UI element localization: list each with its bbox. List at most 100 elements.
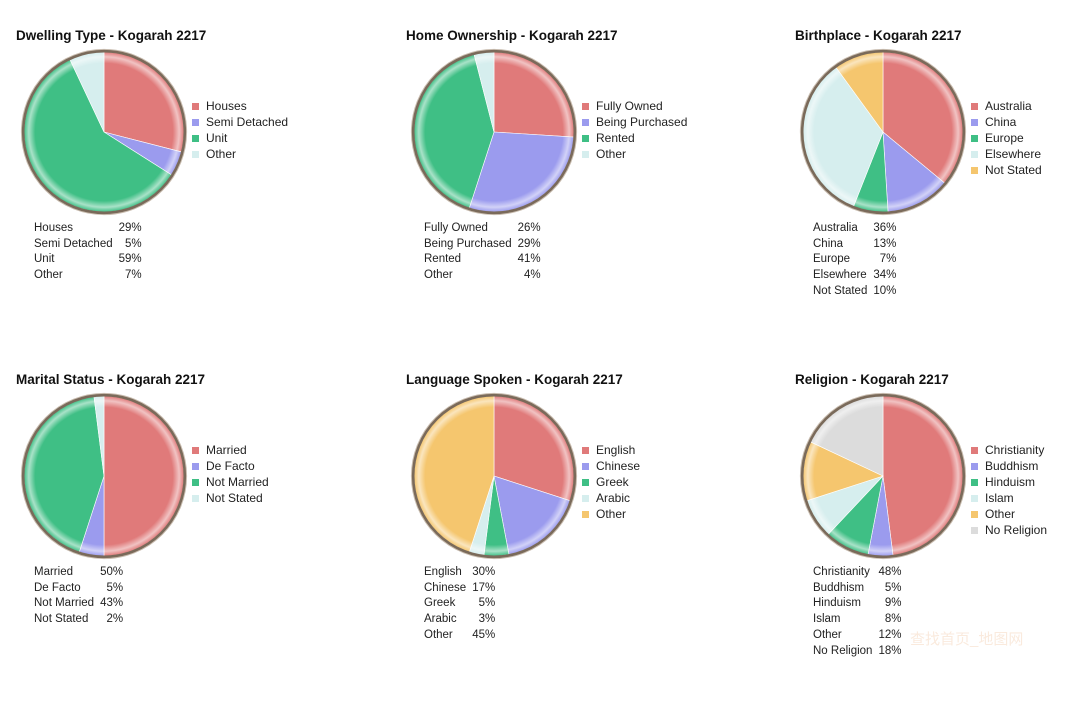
legend-label: Elsewhere bbox=[985, 147, 1042, 161]
legend-label: Rented bbox=[596, 131, 635, 145]
category-label: Buddhism bbox=[813, 581, 865, 594]
category-label: Arabic bbox=[424, 613, 457, 626]
category-label: Married bbox=[34, 566, 73, 578]
table-row: Greek 5% bbox=[424, 596, 495, 612]
value-label: 2% bbox=[106, 613, 124, 626]
chart-title: Dwelling Type - Kogarah 2217 bbox=[16, 28, 207, 43]
value-label: 12% bbox=[878, 628, 902, 641]
legend-item: Europe bbox=[971, 130, 1042, 146]
table-row: Fully Owned 26% bbox=[424, 221, 541, 237]
value-label: 29% bbox=[118, 222, 142, 234]
legend-swatch bbox=[582, 134, 589, 142]
legend-item: Being Purchased bbox=[582, 114, 687, 130]
legend-item: Other bbox=[971, 506, 1047, 522]
value-label: 10% bbox=[873, 284, 897, 297]
legend-label: Chinese bbox=[596, 459, 641, 473]
legend-label: Buddhism bbox=[985, 459, 1039, 473]
value-label: 59% bbox=[118, 253, 142, 266]
legend-item: Fully Owned bbox=[582, 98, 687, 114]
table-row: Arabic 3% bbox=[424, 612, 495, 628]
category-label: English bbox=[424, 566, 462, 578]
value-label: 45% bbox=[472, 628, 496, 641]
pie-chart bbox=[20, 392, 188, 560]
value-label: 3% bbox=[478, 613, 496, 626]
legend-label: Other bbox=[596, 507, 627, 521]
legend-label: Being Purchased bbox=[596, 115, 688, 129]
legend-label: No Religion bbox=[985, 523, 1048, 537]
legend-item: Buddhism bbox=[971, 458, 1047, 474]
table-row: Not Married 43% bbox=[34, 596, 123, 612]
pie-outline-outer bbox=[20, 392, 188, 560]
legend-item: Greek bbox=[582, 474, 640, 490]
category-label: China bbox=[813, 237, 844, 250]
legend-label: Not Married bbox=[206, 475, 269, 489]
category-label: Being Purchased bbox=[424, 237, 512, 250]
legend-swatch bbox=[582, 150, 589, 158]
value-label: 5% bbox=[125, 237, 142, 250]
legend-label: Greek bbox=[596, 475, 629, 489]
pie-rim-highlight bbox=[24, 396, 184, 556]
legend-swatch bbox=[192, 462, 199, 470]
legend-swatch bbox=[971, 134, 978, 142]
category-label: Houses bbox=[34, 222, 73, 234]
value-label: 18% bbox=[878, 644, 902, 657]
pie-outline bbox=[411, 49, 577, 215]
legend-item: Unit bbox=[192, 130, 288, 146]
category-label: Rented bbox=[424, 253, 462, 266]
category-label: No Religion bbox=[813, 644, 873, 657]
value-label: 43% bbox=[100, 597, 124, 610]
table-row: Islam 8% bbox=[813, 612, 901, 628]
category-label: Elsewhere bbox=[813, 269, 867, 282]
legend-swatch bbox=[971, 462, 978, 470]
value-label: 5% bbox=[106, 581, 124, 594]
legend-item: Married bbox=[192, 442, 269, 458]
category-label: Hinduism bbox=[813, 597, 861, 610]
category-label: De Facto bbox=[34, 581, 81, 594]
pie-outline-outer bbox=[799, 48, 967, 216]
category-label: Other bbox=[813, 628, 842, 641]
legend-label: Arabic bbox=[596, 491, 631, 505]
legend-swatch bbox=[192, 494, 199, 502]
legend-swatch bbox=[971, 150, 978, 158]
legend-label: Fully Owned bbox=[596, 99, 663, 113]
category-label: Not Stated bbox=[34, 613, 89, 626]
category-label: Australia bbox=[813, 222, 858, 234]
legend: Australia China Europe Elsewhere Not Stated bbox=[971, 98, 1042, 178]
legend-label: Not Stated bbox=[985, 163, 1042, 177]
legend-label: Houses bbox=[206, 99, 247, 113]
legend-item: Not Stated bbox=[192, 490, 269, 506]
chart-panel-dwelling-type: Dwelling Type - Kogarah 2217 Houses Semi … bbox=[16, 28, 356, 328]
legend-label: China bbox=[985, 115, 1017, 129]
chart-title: Language Spoken - Kogarah 2217 bbox=[406, 372, 623, 387]
category-label: Other bbox=[424, 269, 453, 282]
table-row: Christianity 48% bbox=[813, 565, 901, 581]
legend-label: Married bbox=[206, 443, 247, 457]
legend-label: Not Stated bbox=[206, 491, 263, 505]
data-table: Married 50% De Facto 5% Not Married 43% Not St… bbox=[34, 565, 123, 628]
data-table: Fully Owned 26% Being Purchased 29% Rented 41… bbox=[424, 221, 541, 284]
legend-label: Islam bbox=[985, 491, 1014, 505]
legend: English Chinese Greek Arabic Other bbox=[582, 442, 640, 522]
legend-label: Other bbox=[596, 147, 627, 161]
legend: Married De Facto Not Married Not Stated bbox=[192, 442, 269, 506]
pie-outline bbox=[800, 393, 966, 559]
value-label: 30% bbox=[472, 566, 496, 578]
legend-swatch bbox=[971, 118, 978, 126]
legend-item: Chinese bbox=[582, 458, 640, 474]
legend-swatch bbox=[582, 446, 589, 454]
pie-rim-highlight bbox=[803, 52, 963, 212]
legend-item: Other bbox=[582, 506, 640, 522]
table-row: Other 45% bbox=[424, 628, 495, 644]
table-row: Rented 41% bbox=[424, 252, 541, 268]
pie-outline-outer bbox=[410, 392, 578, 560]
table-row: Europe 7% bbox=[813, 252, 896, 268]
pie-outline bbox=[800, 49, 966, 215]
legend-swatch bbox=[192, 478, 199, 486]
category-label: Greek bbox=[424, 597, 456, 610]
table-row: English 30% bbox=[424, 565, 495, 581]
pie-outline-outer bbox=[20, 48, 188, 216]
category-label: Other bbox=[424, 628, 453, 641]
table-row: Not Stated 2% bbox=[34, 612, 123, 628]
chart-title: Marital Status - Kogarah 2217 bbox=[16, 372, 206, 387]
legend-swatch bbox=[971, 102, 978, 110]
